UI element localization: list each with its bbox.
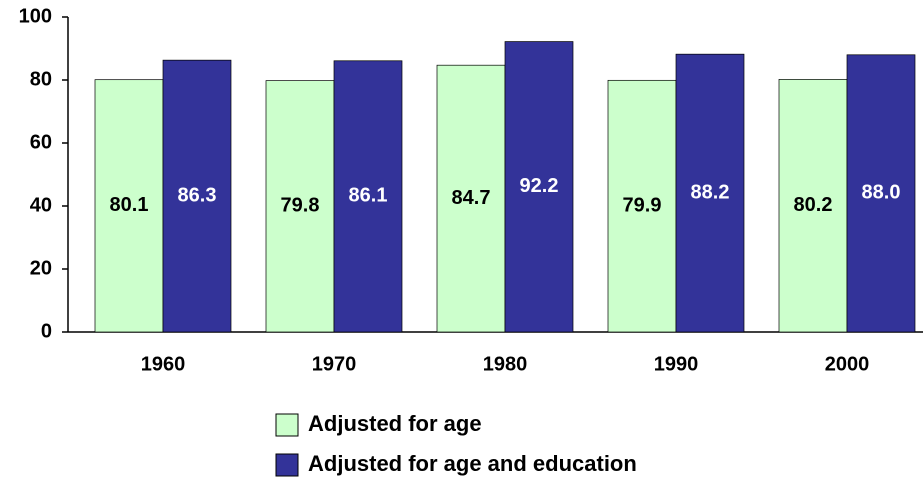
data-label: 79.9 (623, 194, 662, 216)
bar (94, 79, 164, 333)
y-tick-label: 60 (30, 131, 52, 153)
data-label: 86.1 (349, 185, 388, 207)
data-label: 88.2 (691, 181, 730, 203)
y-tick-label: 40 (30, 194, 52, 216)
x-tick-label: 1970 (312, 353, 357, 375)
x-tick-label: 1990 (654, 353, 699, 375)
data-label: 80.2 (794, 194, 833, 216)
bar (778, 79, 848, 333)
y-tick-label: 20 (30, 257, 52, 279)
y-tick-label: 100 (19, 5, 52, 27)
legend-swatch (275, 453, 299, 477)
legend-label: Adjusted for age and education (308, 451, 637, 476)
data-label: 92.2 (520, 175, 559, 197)
bar (607, 79, 677, 333)
bar (846, 54, 916, 333)
legend-label: Adjusted for age (308, 411, 482, 436)
data-label: 80.1 (110, 194, 149, 216)
data-label: 84.7 (452, 187, 491, 209)
bar (162, 59, 232, 333)
bar (675, 53, 745, 333)
x-tick-label: 1960 (141, 353, 186, 375)
x-tick-label: 1980 (483, 353, 528, 375)
y-tick-label: 0 (41, 320, 52, 342)
y-tick-label: 80 (30, 68, 52, 90)
data-label: 86.3 (178, 184, 217, 206)
bar (265, 80, 335, 333)
legend-swatch (275, 413, 299, 437)
x-tick-label: 2000 (825, 353, 870, 375)
bar (333, 60, 403, 333)
data-label: 88.0 (862, 182, 901, 204)
data-label: 79.8 (281, 195, 320, 217)
bar (504, 41, 574, 333)
